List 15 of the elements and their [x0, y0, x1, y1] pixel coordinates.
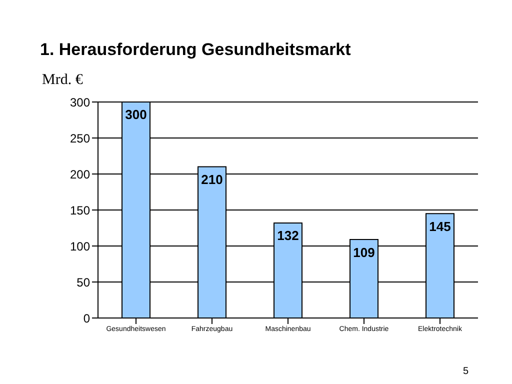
data-label: 109: [353, 244, 375, 260]
y-tick-label: 0: [83, 311, 90, 326]
y-tick-label: 250: [70, 131, 90, 146]
data-label: 300: [125, 107, 147, 122]
y-tick-label: 300: [70, 95, 90, 110]
text: 5: [463, 366, 469, 377]
data-label: 145: [429, 218, 451, 234]
chart-title: 1. Herausforderung Gesundheitsmarkt: [40, 40, 351, 60]
y-tick-label: 200: [70, 167, 90, 182]
y-tick-label: 150: [70, 203, 90, 218]
y-axis-title: Mrd. €: [42, 72, 83, 89]
data-label: 210: [201, 172, 223, 188]
data-label: 132: [277, 228, 299, 244]
y-tick-label: 50: [76, 275, 90, 290]
y-tick-label: 100: [70, 239, 90, 254]
